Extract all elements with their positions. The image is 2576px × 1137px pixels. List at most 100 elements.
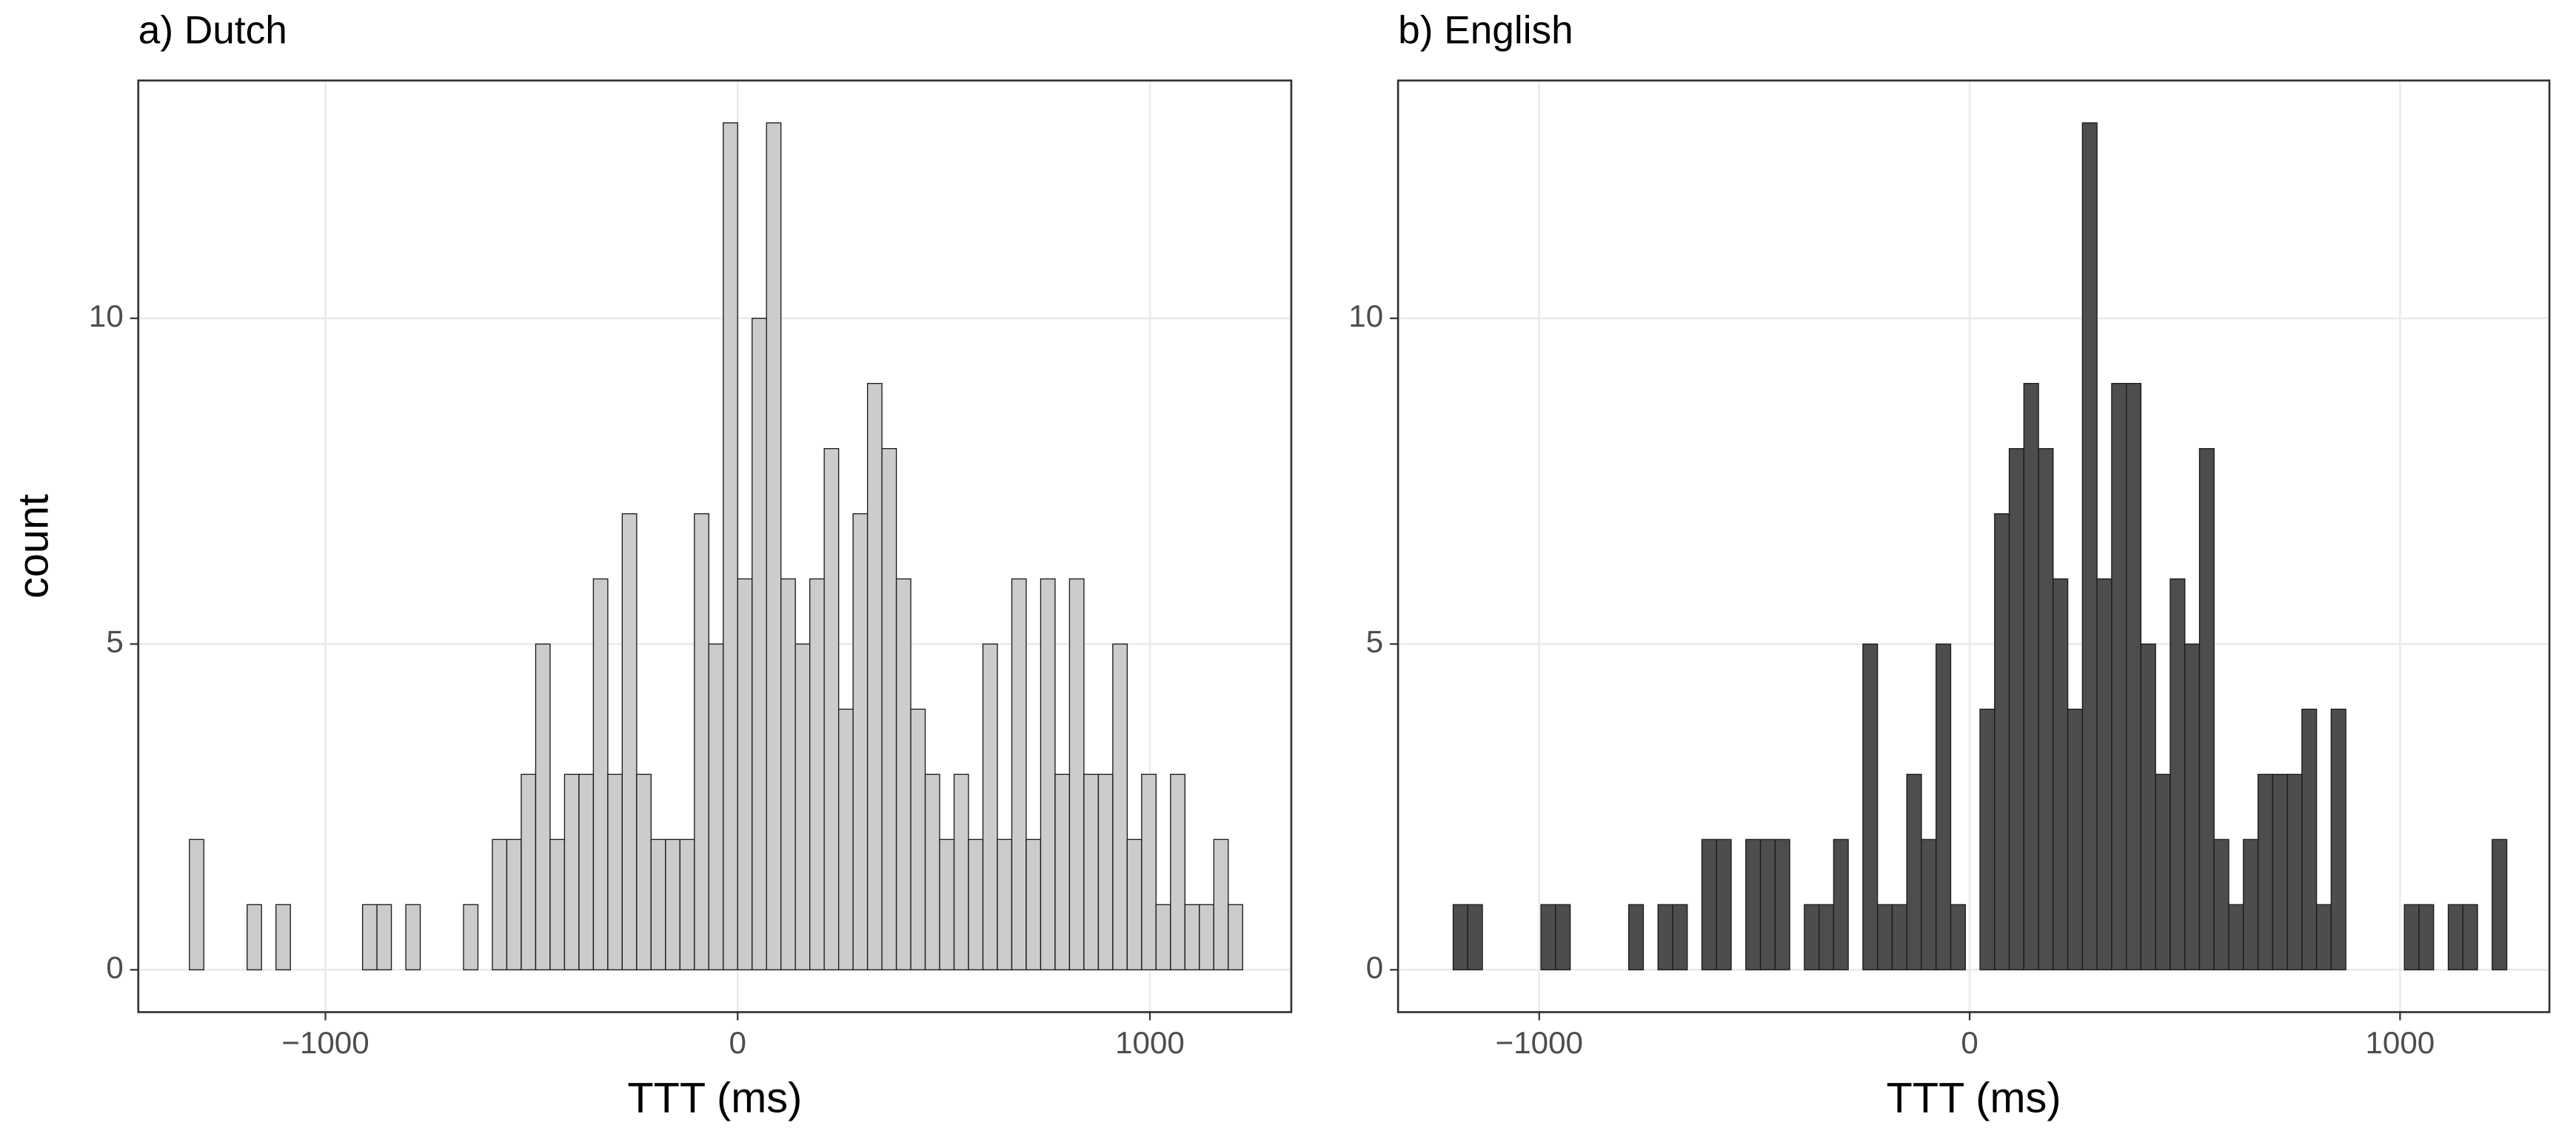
bar	[1213, 838, 1229, 970]
x-tick-label: 0	[729, 1025, 746, 1060]
bar	[621, 513, 638, 970]
bar	[780, 578, 796, 970]
y-tick-label: 10	[1348, 299, 1383, 333]
bar	[1540, 904, 1556, 970]
bar	[492, 838, 508, 970]
bar	[924, 773, 940, 970]
plot-border	[137, 79, 1293, 1013]
bar	[982, 643, 998, 970]
bar	[2081, 122, 2098, 970]
bar	[2155, 773, 2171, 970]
bar	[2096, 578, 2112, 970]
bar	[1862, 643, 1879, 970]
x-tick-label: 0	[1961, 1025, 1978, 1060]
bar	[2126, 383, 2142, 970]
bar	[837, 708, 854, 970]
bar	[1936, 643, 1952, 970]
bar	[1701, 838, 1717, 970]
bar	[1083, 773, 1100, 970]
bar	[1155, 904, 1171, 970]
bar	[1891, 904, 1907, 970]
x-axis-title: TTT (ms)	[1887, 1074, 2061, 1121]
panel-title: b) English	[1398, 8, 1573, 52]
bar	[1126, 838, 1143, 970]
bar	[694, 513, 709, 970]
bar	[1759, 838, 1776, 970]
bar	[708, 643, 724, 970]
bar	[189, 838, 204, 970]
bar	[1141, 773, 1157, 970]
bar	[2272, 773, 2288, 970]
bar	[679, 838, 695, 970]
bar	[578, 773, 595, 970]
bar	[361, 904, 378, 970]
bar	[1950, 904, 1966, 970]
bar	[1745, 838, 1762, 970]
y-axis-title: count	[10, 494, 57, 598]
bar	[2169, 578, 2186, 970]
bar	[852, 513, 869, 970]
bar	[521, 773, 537, 970]
bar	[247, 904, 262, 970]
bar	[1818, 904, 1835, 970]
bar	[1555, 904, 1571, 970]
bar	[2184, 643, 2201, 970]
bar	[2243, 838, 2259, 970]
x-tick-label: −1000	[281, 1025, 369, 1060]
bar	[665, 838, 680, 970]
bar	[650, 838, 666, 970]
bar	[910, 708, 926, 970]
bar	[2418, 904, 2435, 970]
bar	[809, 578, 825, 970]
bar	[1979, 708, 1995, 970]
x-axis-title: TTT (ms)	[627, 1074, 802, 1121]
bar	[2111, 383, 2127, 970]
x-tick-label: −1000	[1496, 1025, 1583, 1060]
bar	[1184, 904, 1200, 970]
bar	[1054, 773, 1071, 970]
bar	[1833, 838, 1849, 970]
bar	[953, 773, 969, 970]
bar	[275, 904, 291, 970]
bar	[506, 838, 522, 970]
bar	[2023, 383, 2039, 970]
bar	[2067, 708, 2084, 970]
y-tick-label: 10	[89, 299, 124, 333]
bar	[636, 773, 652, 970]
y-tick-label: 0	[106, 950, 123, 984]
bar	[1921, 838, 1937, 970]
bar	[1628, 904, 1645, 970]
bar	[939, 838, 955, 970]
x-tick-label: 1000	[1115, 1025, 1185, 1060]
bar	[2008, 447, 2024, 970]
y-tick-label: 0	[1366, 950, 1383, 984]
bar	[2053, 578, 2069, 970]
bar	[2198, 447, 2215, 970]
bar	[2038, 447, 2054, 970]
bar	[895, 578, 911, 970]
bar	[1452, 904, 1468, 970]
bar	[463, 904, 479, 970]
plot-background	[1398, 80, 2550, 1013]
bar	[2403, 904, 2420, 970]
bar	[737, 578, 753, 970]
bar	[2257, 773, 2273, 970]
bar	[2286, 773, 2303, 970]
bar	[1877, 904, 1893, 970]
bar	[1199, 904, 1214, 970]
bar	[794, 643, 811, 970]
bar	[752, 318, 767, 970]
bars	[189, 122, 1243, 970]
bar	[1170, 773, 1185, 970]
bar	[1672, 904, 1688, 970]
bar	[1068, 578, 1085, 970]
bar	[1026, 838, 1042, 970]
bar	[823, 447, 840, 970]
bar	[1804, 904, 1820, 970]
bar	[376, 904, 392, 970]
bar	[1040, 578, 1056, 970]
bar	[563, 773, 580, 970]
bar	[1657, 904, 1673, 970]
bar	[1467, 904, 1483, 970]
